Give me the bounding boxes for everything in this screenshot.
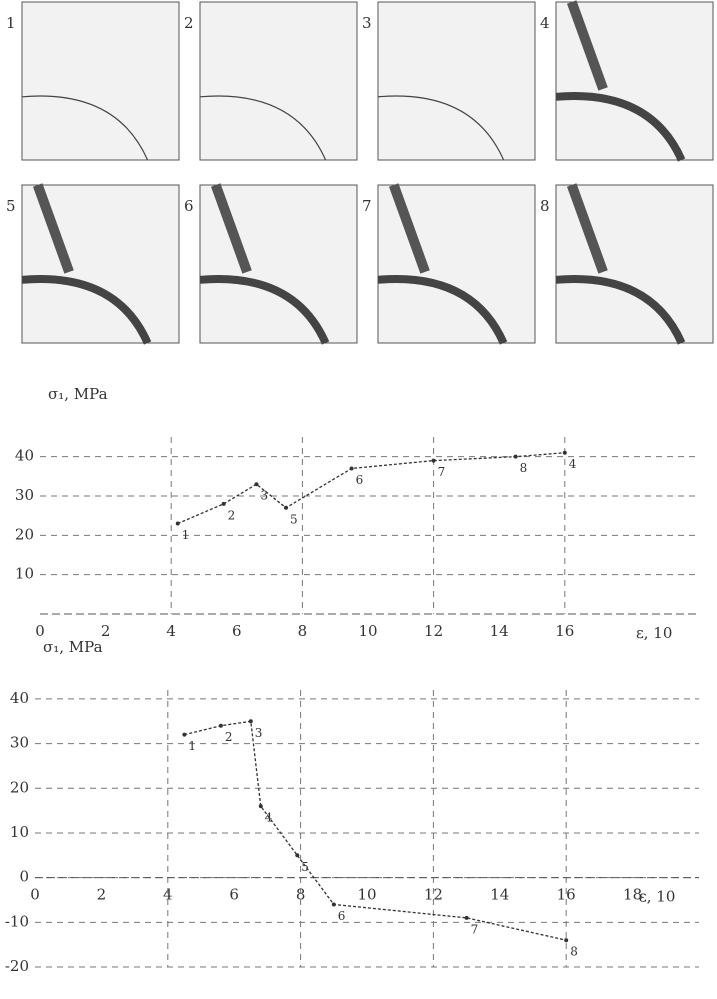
x-tick-label: 8 xyxy=(296,886,306,904)
panel-arc xyxy=(555,275,686,345)
panel-frame xyxy=(199,1,358,161)
data-line xyxy=(177,452,565,525)
panel-label: 5 xyxy=(6,197,16,215)
x-axis-label: ε, 10 xyxy=(639,888,675,906)
panel-band xyxy=(566,0,608,91)
panel-band xyxy=(32,183,74,274)
panel-arc xyxy=(199,275,330,345)
x-tick-label: 8 xyxy=(298,622,308,640)
point-label: 2 xyxy=(225,730,233,744)
y-tick-label: 10 xyxy=(10,823,29,841)
panel-band xyxy=(210,183,252,274)
panel-arc xyxy=(377,275,508,345)
x-tick-label: 16 xyxy=(557,886,576,904)
data-point xyxy=(564,938,569,943)
x-tick-label: 14 xyxy=(490,622,509,640)
x-axis-label: ε, 10 xyxy=(636,624,672,642)
point-label: 3 xyxy=(255,726,263,740)
panel-arc xyxy=(555,92,686,162)
panel-band xyxy=(388,183,430,274)
y-tick-label: -10 xyxy=(5,912,29,930)
point-label: 4 xyxy=(265,811,273,825)
panel-label: 3 xyxy=(362,14,372,32)
point-label: 1 xyxy=(188,739,196,753)
point-label: 2 xyxy=(228,508,236,522)
point-label: 5 xyxy=(301,860,309,874)
panel-label: 4 xyxy=(540,14,550,32)
data-point xyxy=(258,804,263,809)
panel-label: 2 xyxy=(184,14,194,32)
data-line xyxy=(184,720,567,941)
x-tick-label: 12 xyxy=(424,622,443,640)
x-tick-label: 6 xyxy=(229,886,239,904)
y-tick-label: 40 xyxy=(15,447,34,465)
point-label: 7 xyxy=(438,465,446,479)
data-point xyxy=(331,902,336,907)
point-label: 4 xyxy=(569,457,577,471)
panel-arc xyxy=(377,95,505,161)
panel-label: 7 xyxy=(362,197,372,215)
x-tick-label: 4 xyxy=(166,622,176,640)
y-axis-label: σ₁, MPa xyxy=(43,638,103,656)
data-point xyxy=(175,521,180,526)
panel-frame xyxy=(21,1,180,161)
panel-arc xyxy=(21,95,149,161)
y-tick-label: 40 xyxy=(10,689,29,707)
x-tick-label: 12 xyxy=(424,886,443,904)
panel-label: 1 xyxy=(6,14,16,32)
y-tick-label: 30 xyxy=(10,734,29,752)
data-point xyxy=(182,732,187,737)
x-tick-label: 10 xyxy=(357,886,376,904)
x-tick-label: 2 xyxy=(97,886,107,904)
x-tick-label: 16 xyxy=(555,622,574,640)
data-point xyxy=(254,482,259,487)
x-tick-label: 0 xyxy=(30,886,40,904)
point-label: 3 xyxy=(260,489,268,503)
point-label: 8 xyxy=(570,945,578,959)
data-point xyxy=(295,853,300,858)
point-label: 5 xyxy=(290,512,298,526)
y-tick-label: -20 xyxy=(5,957,29,975)
point-label: 7 xyxy=(471,922,479,936)
panel-label: 8 xyxy=(540,197,550,215)
y-tick-label: 30 xyxy=(15,486,34,504)
panel-arc xyxy=(21,275,152,345)
data-point xyxy=(513,454,518,459)
point-label: 1 xyxy=(182,528,190,542)
data-point xyxy=(221,501,226,506)
x-tick-label: 2 xyxy=(101,622,111,640)
y-tick-label: 20 xyxy=(15,525,34,543)
data-point xyxy=(218,723,223,728)
data-point xyxy=(464,915,469,920)
panel-frame xyxy=(377,184,536,344)
x-tick-label: 6 xyxy=(232,622,242,640)
point-label: 8 xyxy=(520,461,528,475)
data-point xyxy=(562,450,567,455)
point-label: 6 xyxy=(338,909,346,923)
y-axis-label: σ₁, MPa xyxy=(48,385,108,403)
point-label: 6 xyxy=(356,473,364,487)
data-point xyxy=(431,458,436,463)
panel-label: 6 xyxy=(184,197,194,215)
panel-arc xyxy=(199,95,327,161)
panel-frame xyxy=(377,1,536,161)
data-point xyxy=(284,505,288,510)
data-point xyxy=(248,719,253,724)
x-tick-label: 4 xyxy=(163,886,173,904)
data-point xyxy=(349,466,354,471)
panel-band xyxy=(566,183,608,274)
x-tick-label: 0 xyxy=(35,622,45,640)
y-tick-label: 10 xyxy=(15,565,34,583)
x-tick-label: 18 xyxy=(623,886,642,904)
y-tick-label: 0 xyxy=(19,868,29,886)
x-tick-label: 10 xyxy=(358,622,377,640)
x-tick-label: 14 xyxy=(490,886,509,904)
y-tick-label: 20 xyxy=(10,778,29,796)
